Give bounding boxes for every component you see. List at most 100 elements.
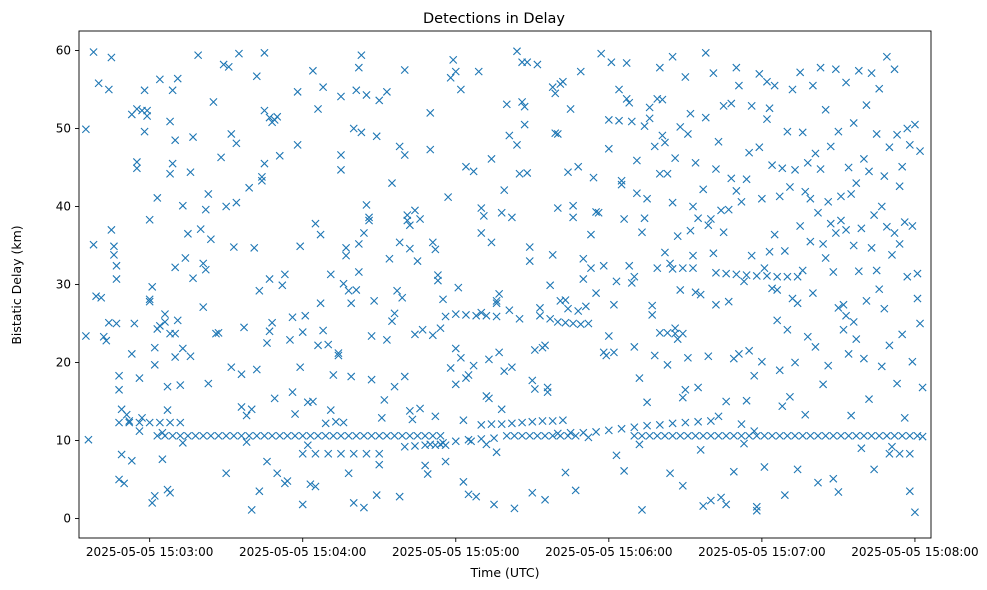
detection-point <box>288 313 297 322</box>
y-axis-ticks: 0 10 20 30 40 50 60 <box>56 44 79 526</box>
detection-point <box>857 224 866 233</box>
detection-point <box>742 175 751 184</box>
detection-point <box>477 204 486 213</box>
detection-point <box>548 417 557 425</box>
detection-point <box>492 312 501 321</box>
detection-point <box>870 465 879 474</box>
detection-point <box>155 321 164 330</box>
detection-point <box>352 431 361 440</box>
detection-point <box>291 409 300 418</box>
detection-point <box>245 183 254 192</box>
detection-point <box>104 85 113 94</box>
detection-point <box>752 431 761 440</box>
detection-point <box>553 129 562 138</box>
detection-point <box>745 148 754 157</box>
detection-point <box>666 469 675 478</box>
detection-point <box>640 122 649 131</box>
detection-point <box>490 500 499 509</box>
detection-point <box>433 271 442 280</box>
detection-point <box>510 431 519 440</box>
detection-point <box>107 53 116 62</box>
detection-point <box>229 431 238 440</box>
detection-point <box>535 303 544 312</box>
detection-point <box>620 214 629 223</box>
detection-point <box>278 281 287 290</box>
detection-point <box>388 317 396 326</box>
detection-point <box>816 165 825 174</box>
detection-point <box>431 245 440 254</box>
detection-point <box>298 500 307 509</box>
detection-point <box>240 323 249 332</box>
detection-point <box>594 208 603 217</box>
detection-point <box>115 418 124 427</box>
detection-point <box>145 295 154 304</box>
detection-point <box>285 335 294 344</box>
detection-point <box>459 477 468 486</box>
detection-point <box>852 335 861 344</box>
detection-point <box>518 418 527 427</box>
detection-point <box>446 363 455 372</box>
detection-point <box>410 206 419 215</box>
detection-point <box>893 379 902 388</box>
detection-point <box>737 431 746 440</box>
detection-point <box>217 153 226 162</box>
detection-point <box>319 326 328 335</box>
detection-point <box>160 317 169 326</box>
detection-point <box>783 127 792 136</box>
detection-point <box>691 431 700 440</box>
detection-point <box>515 314 524 323</box>
detection-point <box>250 243 259 252</box>
detection-point <box>898 431 907 440</box>
detection-point <box>321 419 330 428</box>
detection-point <box>602 351 611 360</box>
detection-point <box>829 474 838 483</box>
detection-point <box>416 214 425 223</box>
detection-point <box>487 238 496 247</box>
detection-point <box>500 367 509 376</box>
detection-point <box>918 432 927 441</box>
detection-point <box>171 329 180 338</box>
detection-point <box>630 431 639 440</box>
detection-point <box>673 232 682 241</box>
detection-point <box>112 319 121 328</box>
detection-point <box>686 109 695 118</box>
detection-point <box>859 354 868 363</box>
detection-point <box>166 169 175 178</box>
detection-point <box>604 426 613 435</box>
detection-point <box>127 456 136 465</box>
detection-point <box>798 266 807 275</box>
detection-point <box>655 328 664 337</box>
detection-point <box>584 319 593 328</box>
detection-point <box>655 420 664 429</box>
detection-point <box>609 300 618 309</box>
detection-point <box>793 272 802 281</box>
detection-point <box>811 149 820 158</box>
detection-point <box>326 270 335 279</box>
detection-point <box>265 113 274 122</box>
detection-point <box>380 395 389 404</box>
detection-point <box>564 304 572 313</box>
detection-point <box>201 265 210 274</box>
detection-point <box>296 242 305 251</box>
detection-point <box>102 336 111 345</box>
detection-point <box>793 465 802 474</box>
detection-point <box>847 411 856 420</box>
detection-point <box>204 190 213 199</box>
detection-point <box>316 230 325 239</box>
detection-point <box>260 106 269 115</box>
detection-point <box>839 325 848 334</box>
detection-point <box>168 86 177 95</box>
detection-point <box>640 214 649 223</box>
detection-point <box>648 301 657 310</box>
detection-point <box>791 165 800 174</box>
detection-point <box>127 349 136 358</box>
detection-point <box>668 198 677 207</box>
detection-point <box>115 475 124 484</box>
detection-point <box>252 431 261 440</box>
detection-point <box>895 182 904 191</box>
detection-point <box>916 147 925 156</box>
detection-point <box>362 200 371 209</box>
detection-point <box>553 429 562 438</box>
detection-point <box>140 127 149 136</box>
detection-point <box>645 431 654 440</box>
